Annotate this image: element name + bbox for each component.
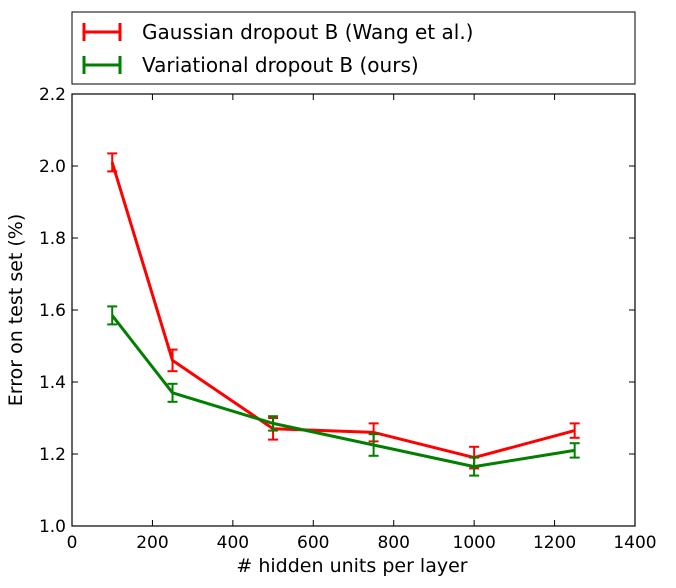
series-1-error-bar <box>569 422 580 439</box>
x-tick-label: 1400 <box>613 533 656 553</box>
x-tick-label: 1200 <box>533 533 576 553</box>
x-tick-label: 1000 <box>453 533 496 553</box>
y-tick-label: 1.6 <box>39 301 66 321</box>
y-tick-label: 1.0 <box>39 517 66 537</box>
series-2-error-bar <box>368 433 379 457</box>
series-2-line <box>111 314 575 469</box>
series-2-error-bar <box>469 456 480 477</box>
series-2-error-bar <box>569 442 580 459</box>
x-tick-label: 600 <box>297 533 329 553</box>
y-tick-label: 1.8 <box>39 229 66 249</box>
x-tick-label: 400 <box>217 533 249 553</box>
x-tick-label: 800 <box>377 533 409 553</box>
legend-box <box>71 11 636 85</box>
legend-entry: Gaussian dropout B (Wang et al.) <box>82 20 473 44</box>
y-tick-label: 1.2 <box>39 445 66 465</box>
x-axis-label: # hidden units per layer <box>236 555 467 577</box>
plot-area: 0 200 400 600 800 1000 1200 1400 1.0 1.2 1.4 1.6 1.8… <box>39 85 657 553</box>
y-tick-label: 1.4 <box>39 373 66 393</box>
series-2-error-bar <box>107 305 118 326</box>
series-1-error-bar <box>107 152 118 173</box>
y-tick-label: 2.2 <box>39 85 66 105</box>
series-1-line <box>110 161 576 460</box>
y-axis-label: Error on test set (%) <box>5 214 27 407</box>
legend-label: Gaussian dropout B (Wang et al.) <box>142 20 473 44</box>
series-2-error-bar <box>268 415 279 432</box>
legend-label: Variational dropout B (ours) <box>142 53 419 77</box>
series-1-error-bar <box>167 348 178 373</box>
legend-entry: Variational dropout B (ours) <box>82 53 419 77</box>
series-2-error-bar <box>167 382 178 403</box>
x-tick-label: 0 <box>67 533 78 553</box>
y-tick-label: 2.0 <box>39 157 66 177</box>
legend: Gaussian dropout B (Wang et al.) Variatio… <box>71 11 636 85</box>
x-tick-label: 200 <box>136 533 168 553</box>
